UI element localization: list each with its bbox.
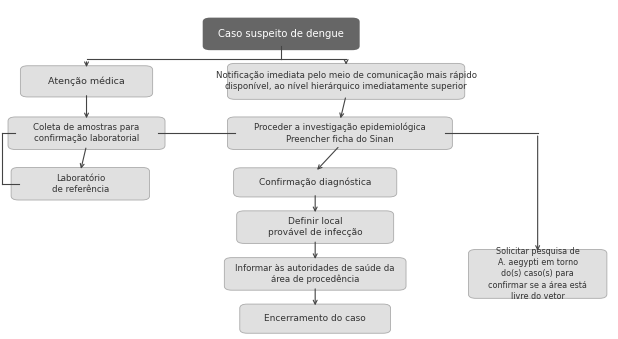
Text: Atenção médica: Atenção médica: [48, 77, 125, 86]
FancyBboxPatch shape: [20, 66, 153, 97]
Text: Solicitar pesquisa de
A. aegypti em torno
do(s) caso(s) para
confirmar se a área: Solicitar pesquisa de A. aegypti em torn…: [488, 247, 587, 301]
Text: Definir local
provável de infecção: Definir local provável de infecção: [268, 217, 363, 237]
Text: Notificação imediata pelo meio de comunicação mais rápido
disponível, ao nível h: Notificação imediata pelo meio de comuni…: [216, 71, 476, 92]
FancyBboxPatch shape: [237, 211, 394, 243]
FancyBboxPatch shape: [8, 117, 165, 149]
FancyBboxPatch shape: [227, 63, 465, 99]
Text: Caso suspeito de dengue: Caso suspeito de dengue: [218, 29, 344, 39]
FancyBboxPatch shape: [240, 304, 391, 333]
Text: Coleta de amostras para
confirmação laboratorial: Coleta de amostras para confirmação labo…: [33, 123, 140, 143]
Text: Confirmação diagnóstica: Confirmação diagnóstica: [259, 178, 371, 187]
FancyBboxPatch shape: [234, 168, 397, 197]
FancyBboxPatch shape: [468, 250, 607, 298]
Text: Informar às autoridades de saúde da
área de procedência: Informar às autoridades de saúde da área…: [235, 263, 395, 284]
Text: Proceder a investigação epidemiológica
Preencher ficha do Sinan: Proceder a investigação epidemiológica P…: [254, 123, 426, 143]
FancyBboxPatch shape: [224, 258, 406, 290]
FancyBboxPatch shape: [11, 167, 150, 200]
Text: Encerramento do caso: Encerramento do caso: [265, 314, 366, 323]
FancyBboxPatch shape: [227, 117, 452, 149]
Text: Laboratório
de referência: Laboratório de referência: [52, 174, 109, 194]
FancyBboxPatch shape: [203, 18, 360, 50]
